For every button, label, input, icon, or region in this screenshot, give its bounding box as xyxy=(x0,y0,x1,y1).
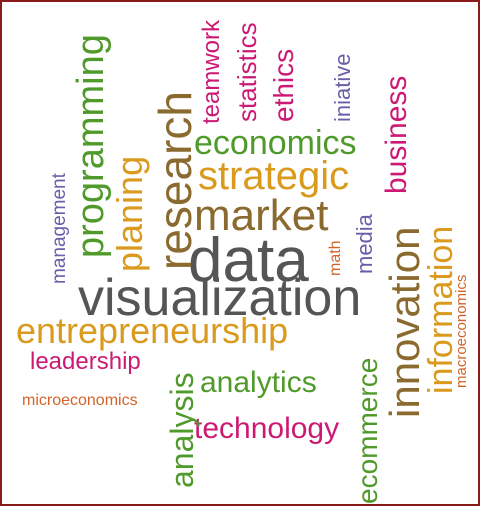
word-statistics: statistics xyxy=(232,22,262,122)
word-programming: programming xyxy=(70,34,112,258)
word-macroeconomics: macroeconomics xyxy=(453,274,470,388)
word-analytics: analytics xyxy=(200,366,317,399)
word-business: business xyxy=(380,75,413,194)
word-technology: technology xyxy=(194,412,340,445)
word-research: research xyxy=(149,91,201,270)
word-innovation: innovation xyxy=(381,226,428,418)
word-analysis: analysis xyxy=(164,372,200,488)
word-strategic: strategic xyxy=(198,154,350,198)
word-teamwork: teamwork xyxy=(198,19,225,124)
word-economics: economics xyxy=(194,124,357,162)
word-ecommerce: ecommerce xyxy=(352,357,383,504)
word-market: market xyxy=(194,191,329,240)
word-media: media xyxy=(352,214,377,274)
word-entrepreneurship: entrepreneurship xyxy=(16,310,289,351)
word-planing: planing xyxy=(109,155,150,272)
word-ethics: ethics xyxy=(268,48,299,122)
word-microeconomics: microeconomics xyxy=(22,392,138,409)
word-visualization: visualization xyxy=(78,269,362,327)
word-iniative: iniative xyxy=(330,53,355,122)
word-management: management xyxy=(49,173,70,284)
word-leadership: leadership xyxy=(30,348,141,375)
word-math: math xyxy=(327,240,344,276)
word-data: data xyxy=(188,226,309,295)
